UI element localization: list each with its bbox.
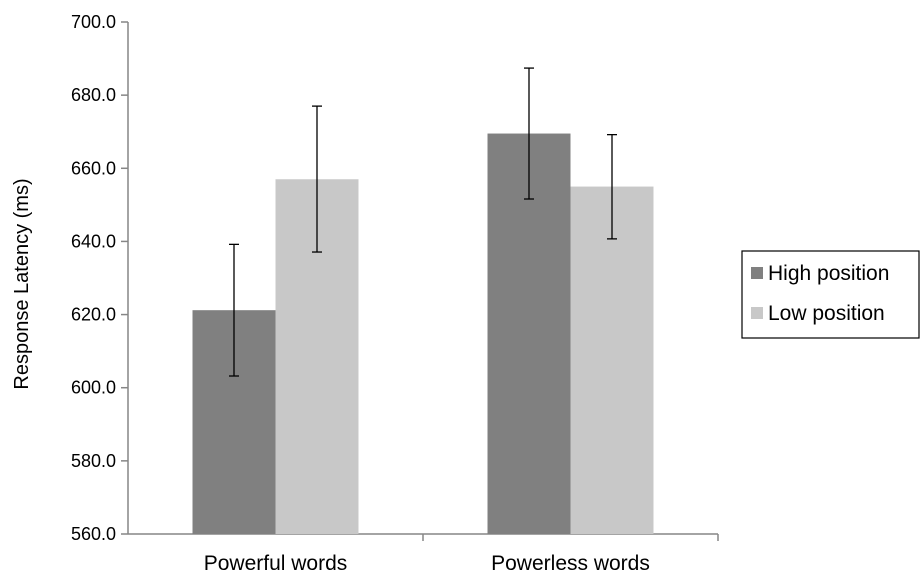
legend-swatch <box>751 307 763 319</box>
y-tick-label: 640.0 <box>71 231 116 251</box>
y-tick-label: 700.0 <box>71 12 116 32</box>
bar-high-position <box>487 133 571 535</box>
plot-area: 560.0 580.0 600.0 620.0 640.0 660.0 680.0 700.0… <box>71 12 719 575</box>
legend-label: High position <box>768 262 889 285</box>
legend-swatch <box>751 267 763 279</box>
x-category-label: Powerless words <box>491 552 650 575</box>
y-tick-label: 580.0 <box>71 451 116 471</box>
y-axis-title: Response Latency (ms) <box>11 178 33 389</box>
x-category-label: Powerful words <box>204 552 348 575</box>
legend-label: Low position <box>768 302 885 325</box>
y-tick-label: 600.0 <box>71 378 116 398</box>
y-tick-label: 680.0 <box>71 85 116 105</box>
y-tick-label: 660.0 <box>71 158 116 178</box>
y-tick-label: 620.0 <box>71 305 116 325</box>
bar-low-position <box>570 186 654 535</box>
legend-box <box>741 250 920 339</box>
y-tick-label: 560.0 <box>71 524 116 544</box>
legend: High position Low position <box>741 250 920 339</box>
